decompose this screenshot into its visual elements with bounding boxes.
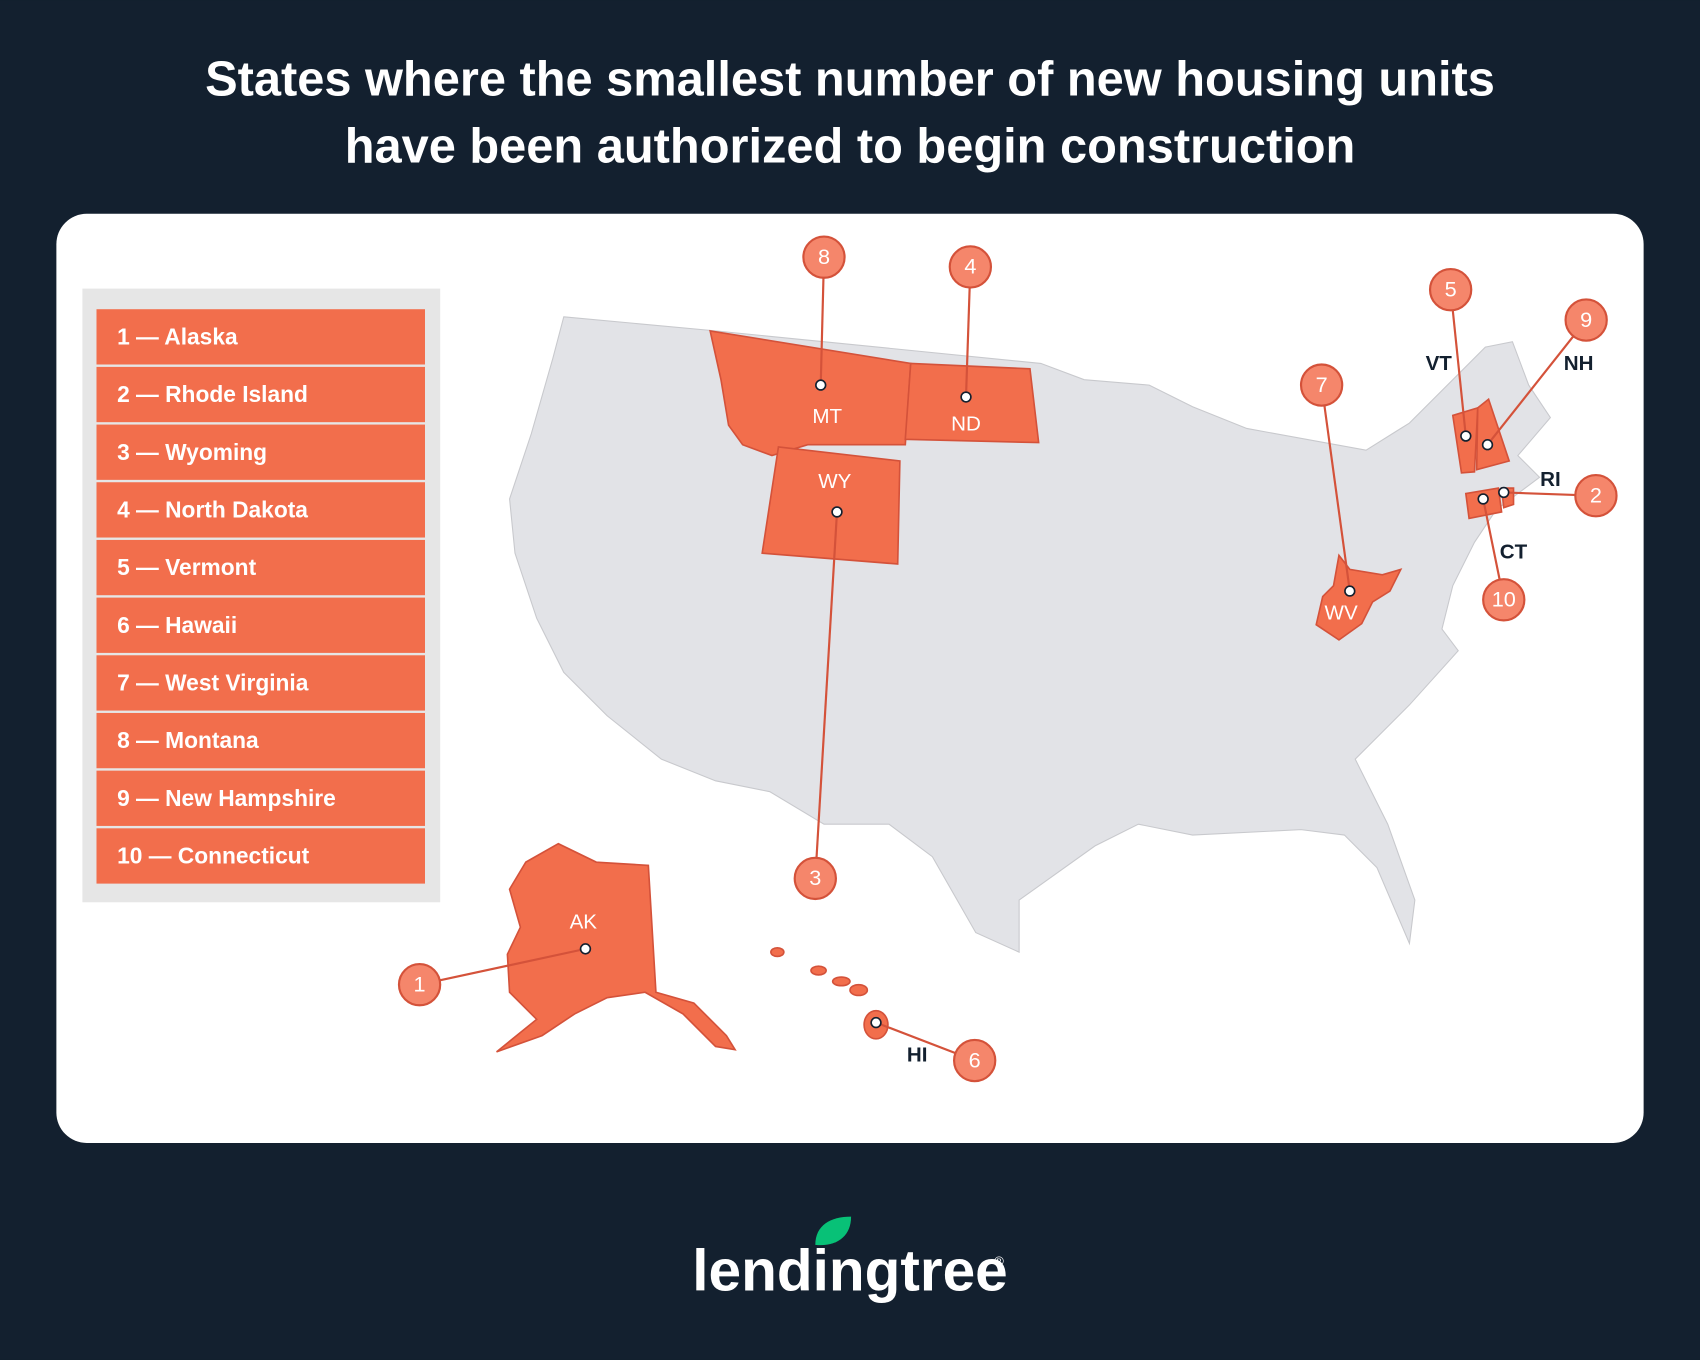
state-label: MT [812, 405, 842, 428]
rank-number: 5 [1445, 277, 1457, 302]
state-dot [1481, 439, 1494, 451]
rank-pin [952, 1038, 997, 1083]
rank-number: 8 [818, 244, 830, 269]
title-line: have been authorized to begin constructi… [345, 120, 1356, 174]
leader-line [1320, 384, 1351, 592]
rank-pin [1299, 363, 1344, 407]
island [849, 983, 869, 997]
rank-pin [1482, 578, 1526, 622]
rank-number: 1 [414, 971, 426, 996]
logo: lendingtree ® [692, 1216, 1008, 1304]
legend-text: 3 — Wyoming [117, 439, 267, 465]
state-label: RI [1540, 468, 1561, 491]
rank-pin [793, 856, 837, 901]
legend-item [96, 712, 426, 769]
rank-number: 2 [1590, 483, 1602, 508]
rank-number: 10 [1492, 587, 1516, 612]
leader-line [419, 947, 586, 986]
markers: AK 1 RI 2 WY 3 ND 4 VT 5 HI 6 WV 7 MT 8 NH 9 CT 10 [397, 235, 1618, 1083]
legend-text: 1 — Alaska [117, 323, 238, 349]
state-label: WY [818, 470, 851, 493]
state-hi [770, 946, 889, 1040]
island [831, 976, 851, 987]
legend-item [96, 482, 426, 538]
legend-item [96, 655, 426, 711]
rank-pin [1428, 268, 1473, 312]
state-dot [1477, 493, 1489, 505]
state-dot [870, 1016, 882, 1029]
legend-text: 8 — Montana [117, 727, 259, 753]
logo-leaf [815, 1216, 852, 1246]
state-dot [1344, 585, 1356, 597]
rank-number: 9 [1580, 307, 1592, 332]
legend-item [96, 828, 426, 884]
rank-pin [1574, 474, 1618, 518]
legend-text: 4 — North Dakota [117, 497, 308, 523]
state-dot [960, 391, 972, 403]
legend: 1 — Alaska 2 — Rhode Island 3 — Wyoming 4 —… [96, 309, 426, 884]
state-dot [579, 943, 592, 955]
island [810, 965, 827, 976]
state-label: ND [951, 413, 981, 436]
us-mainland [509, 316, 1552, 953]
legend-item [96, 424, 426, 480]
legend-text: 6 — Hawaii [117, 612, 237, 638]
leader-line [814, 511, 839, 879]
title-line: States where the smallest number of new … [205, 53, 1495, 107]
state-dot [1498, 486, 1510, 499]
leader-line [964, 266, 972, 398]
state-dot [815, 379, 827, 391]
rank-number: 7 [1316, 372, 1328, 397]
rank-pin [948, 245, 993, 289]
legend-item [96, 539, 426, 596]
rank-number: 4 [964, 254, 976, 279]
state-label: VT [1426, 352, 1453, 375]
legend-item [96, 597, 426, 653]
state-label: HI [907, 1044, 928, 1067]
rank-pin [397, 962, 442, 1007]
legend-item [96, 309, 426, 365]
rank-pin [1564, 298, 1608, 342]
state-nd [904, 362, 1040, 444]
state-wv [1315, 553, 1403, 641]
state-label: CT [1500, 541, 1528, 564]
state-label: NH [1564, 352, 1594, 375]
state-label: AK [570, 910, 598, 933]
state-dot [1460, 430, 1472, 442]
legend-text: 7 — West Virginia [117, 670, 309, 696]
legend-item [96, 366, 426, 423]
island [770, 946, 785, 958]
rank-pin [802, 235, 846, 279]
legend-item [96, 770, 426, 826]
rank-number: 6 [969, 1047, 981, 1072]
legend-text: 5 — Vermont [117, 554, 256, 580]
logo-text: lendingtree [692, 1239, 1007, 1304]
state-ak [496, 842, 737, 1053]
rank-number: 3 [809, 865, 821, 890]
map [496, 316, 1552, 1053]
state-wy [761, 446, 901, 565]
state-dot [831, 506, 843, 518]
logo-registered: ® [994, 1254, 1004, 1269]
state-nh [1475, 397, 1511, 471]
legend-text: 10 — Connecticut [117, 843, 310, 869]
state-label: WV [1325, 601, 1358, 624]
legend-text: 9 — New Hampshire [117, 785, 336, 811]
leader-line [1486, 319, 1588, 446]
legend-text: 2 — Rhode Island [117, 381, 308, 407]
leader-line [1449, 289, 1467, 437]
